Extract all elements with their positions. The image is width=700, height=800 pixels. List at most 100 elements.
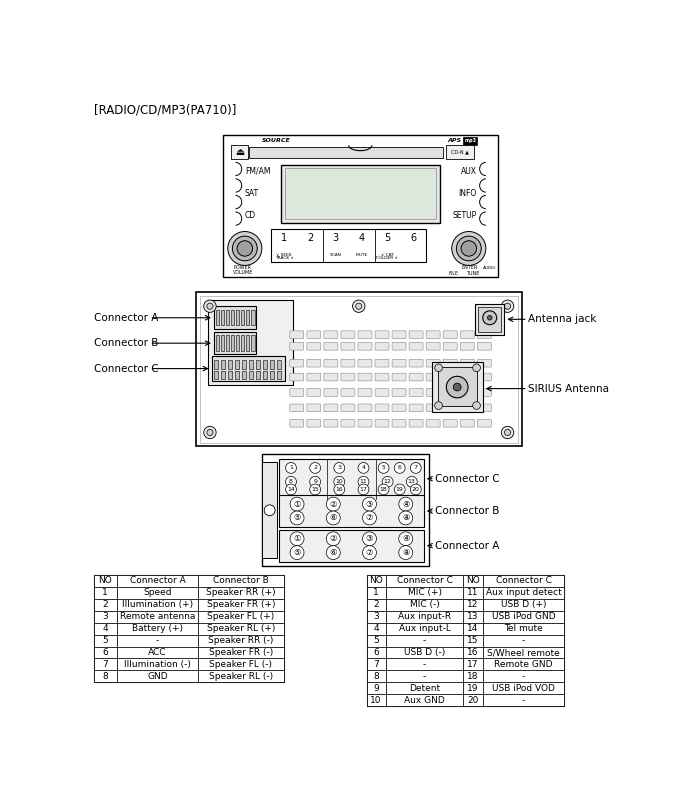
FancyBboxPatch shape — [358, 359, 372, 367]
Bar — [279, 458, 424, 498]
Bar — [94, 634, 117, 646]
FancyBboxPatch shape — [307, 373, 321, 381]
Text: 16: 16 — [468, 648, 479, 657]
Circle shape — [358, 462, 369, 474]
Bar — [463, 610, 483, 622]
FancyBboxPatch shape — [290, 342, 304, 350]
Bar — [241, 310, 244, 326]
FancyBboxPatch shape — [409, 359, 423, 367]
FancyBboxPatch shape — [358, 331, 372, 338]
FancyBboxPatch shape — [375, 373, 389, 381]
Text: ②: ② — [330, 534, 337, 543]
Bar — [221, 335, 224, 351]
Text: Connector C: Connector C — [496, 577, 552, 586]
Text: FOLDER ∧: FOLDER ∧ — [377, 257, 398, 261]
Circle shape — [505, 303, 511, 310]
Bar — [223, 134, 498, 277]
Text: 5: 5 — [102, 636, 108, 645]
Text: 15: 15 — [312, 487, 319, 492]
Text: Speaker FL (+): Speaker FL (+) — [207, 612, 274, 622]
Bar — [198, 587, 284, 599]
Circle shape — [394, 484, 405, 495]
FancyBboxPatch shape — [409, 331, 423, 338]
Bar — [231, 146, 248, 159]
FancyBboxPatch shape — [409, 389, 423, 396]
FancyBboxPatch shape — [324, 404, 338, 412]
Text: MIC (+): MIC (+) — [407, 588, 442, 598]
Text: AUDIO: AUDIO — [483, 266, 496, 270]
Circle shape — [334, 462, 344, 474]
Text: 17: 17 — [360, 487, 368, 492]
Text: 13: 13 — [408, 479, 416, 484]
FancyBboxPatch shape — [341, 342, 355, 350]
Text: 6: 6 — [373, 648, 379, 657]
FancyBboxPatch shape — [358, 389, 372, 396]
FancyBboxPatch shape — [426, 419, 440, 427]
FancyBboxPatch shape — [477, 419, 491, 427]
Text: -: - — [423, 672, 426, 681]
FancyBboxPatch shape — [290, 389, 304, 396]
FancyBboxPatch shape — [307, 404, 321, 412]
Bar — [94, 610, 117, 622]
Text: Tel mute: Tel mute — [504, 624, 542, 633]
Circle shape — [473, 402, 480, 410]
Text: FILE: FILE — [448, 270, 458, 275]
Text: 14: 14 — [468, 624, 479, 633]
Text: INFO: INFO — [458, 189, 477, 198]
FancyBboxPatch shape — [461, 419, 474, 427]
Bar — [198, 646, 284, 658]
Bar — [463, 575, 483, 587]
Bar — [386, 610, 463, 622]
Bar — [214, 306, 256, 330]
Text: 16: 16 — [335, 487, 343, 492]
Bar — [94, 670, 117, 682]
FancyBboxPatch shape — [477, 331, 491, 338]
FancyBboxPatch shape — [461, 359, 474, 367]
Circle shape — [309, 484, 321, 495]
FancyBboxPatch shape — [375, 419, 389, 427]
Bar — [367, 575, 386, 587]
Text: Connector C: Connector C — [397, 577, 453, 586]
Text: MUTE: MUTE — [356, 253, 368, 257]
Text: NO: NO — [370, 577, 383, 586]
FancyBboxPatch shape — [324, 342, 338, 350]
FancyBboxPatch shape — [307, 359, 321, 367]
Bar — [237, 310, 239, 326]
Text: -: - — [423, 636, 426, 645]
Bar — [270, 371, 274, 379]
Bar — [483, 587, 564, 599]
Text: SIRIUS Antenna: SIRIUS Antenna — [528, 383, 609, 394]
Bar — [117, 622, 198, 634]
Bar — [483, 599, 564, 610]
Bar — [367, 694, 386, 706]
Bar — [241, 371, 246, 379]
Bar — [198, 575, 284, 587]
Text: Illumination (+): Illumination (+) — [122, 600, 193, 610]
FancyBboxPatch shape — [426, 331, 440, 338]
Bar — [198, 599, 284, 610]
Bar — [483, 694, 564, 706]
Text: ⑧: ⑧ — [402, 514, 409, 522]
Bar — [94, 587, 117, 599]
Text: ⑤: ⑤ — [293, 514, 301, 522]
Bar — [367, 610, 386, 622]
Text: Aux input detect: Aux input detect — [486, 588, 561, 598]
Circle shape — [309, 476, 321, 487]
Circle shape — [363, 511, 377, 525]
Text: Speaker RL (+): Speaker RL (+) — [206, 624, 275, 633]
Bar — [463, 599, 483, 610]
Text: SCAN: SCAN — [330, 253, 342, 257]
Text: SAT: SAT — [245, 189, 259, 198]
FancyBboxPatch shape — [477, 359, 491, 367]
Circle shape — [501, 300, 514, 312]
Bar — [483, 646, 564, 658]
Bar — [94, 658, 117, 670]
FancyBboxPatch shape — [409, 404, 423, 412]
Circle shape — [406, 476, 417, 487]
Text: ⑦: ⑦ — [366, 514, 373, 522]
FancyBboxPatch shape — [341, 389, 355, 396]
Bar — [276, 371, 281, 379]
Bar — [279, 495, 424, 527]
Circle shape — [204, 426, 216, 438]
Bar — [234, 371, 239, 379]
